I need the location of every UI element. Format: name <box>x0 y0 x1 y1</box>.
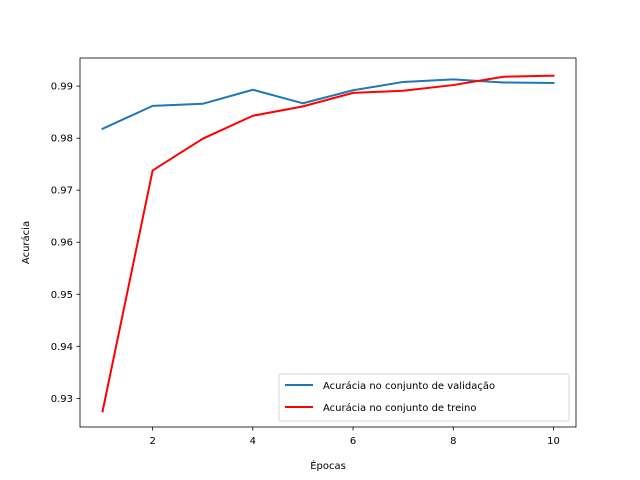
x-tick-label: 4 <box>250 436 256 447</box>
train-accuracy-line <box>101 74 555 413</box>
plot-frame <box>79 57 577 428</box>
legend-box <box>278 373 570 422</box>
y-tick-label: 0.96 <box>51 238 73 249</box>
x-tick-label: 10 <box>547 436 560 447</box>
series-layer <box>101 74 555 413</box>
y-tick-label: 0.95 <box>51 290 73 301</box>
legend: Acurácia no conjunto de validação Acurác… <box>278 373 570 422</box>
y-tick-label: 0.97 <box>51 186 73 197</box>
x-axis-ticks: 2 4 6 8 10 <box>149 427 560 447</box>
legend-label-train: Acurácia no conjunto de treino <box>323 402 476 414</box>
y-tick-label: 0.93 <box>51 394 73 405</box>
x-tick-label: 2 <box>149 436 155 447</box>
y-tick-label: 0.94 <box>51 342 73 353</box>
y-tick-label: 0.98 <box>51 134 73 145</box>
x-axis-label: Épocas <box>310 459 346 472</box>
x-tick-label: 8 <box>450 436 456 447</box>
y-tick-label: 0.99 <box>51 82 73 93</box>
plot-area <box>80 58 576 427</box>
y-axis-label: Acurácia <box>20 221 32 264</box>
legend-label-validation: Acurácia no conjunto de validação <box>323 380 495 392</box>
y-axis-ticks: 0.93 0.94 0.95 0.96 0.97 0.98 0.99 <box>51 82 80 405</box>
x-tick-label: 6 <box>350 436 356 447</box>
